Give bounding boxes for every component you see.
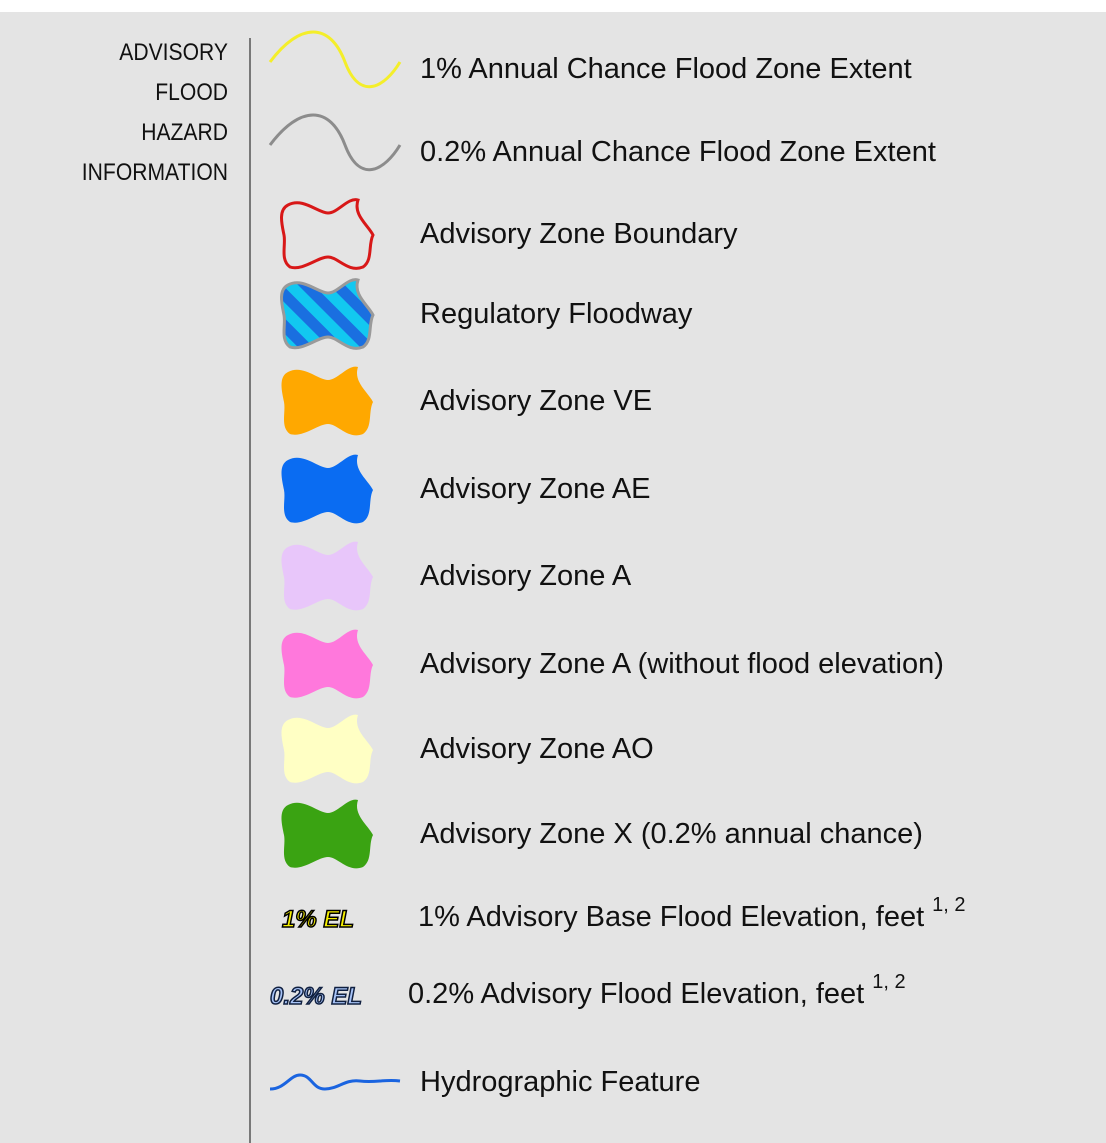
legend-background [0,12,1106,1143]
legend-label: Advisory Zone A [420,560,632,592]
zone-boundary-symbol [280,198,375,270]
legend-item: Hydrographic Feature [420,1066,700,1098]
line-symbol [268,30,402,89]
legend-heading: ADVISORY [119,39,228,66]
zone-symbol [281,629,373,699]
legend-item: 0.2% Annual Chance Flood Zone Extent [420,136,936,168]
legend-label: 0.2% Annual Chance Flood Zone Extent [420,136,936,168]
legend-label: Regulatory Floodway [420,298,693,330]
legend-item: Advisory Zone VE [420,385,652,417]
legend-label: Advisory Zone AO [420,733,654,765]
legend-superscript: 1, 2 [932,894,965,916]
legend-heading: HAZARD [141,119,228,146]
legend-label: 0.2% Advisory Flood Elevation, feet [408,978,864,1010]
legend-item: Advisory Zone A [420,560,632,592]
elevation-symbol: 1% EL [282,906,354,933]
zone-symbol [281,714,373,784]
legend-label: Advisory Zone AE [420,473,651,505]
elevation-symbol: 0.2% EL [270,983,362,1010]
legend-label: Advisory Zone X (0.2% annual chance) [420,818,923,850]
legend-item: Advisory Zone AE [420,473,651,505]
legend-heading: INFORMATION [82,159,228,186]
legend-item: 1% Annual Chance Flood Zone Extent [420,53,912,85]
line-symbol [268,113,402,172]
legend-label: Advisory Zone VE [420,385,652,417]
legend-item: Advisory Zone Boundary [420,218,738,250]
floodway-symbol [280,278,375,350]
legend-superscript: 1, 2 [872,971,905,993]
legend-label: 1% Advisory Base Flood Elevation, feet [418,901,924,933]
legend-item: Advisory Zone A (without flood elevation… [420,648,944,680]
legend-item: Advisory Zone X (0.2% annual chance) [420,818,923,850]
hydro-symbol [269,1073,401,1091]
legend-label: Advisory Zone A (without flood elevation… [420,648,944,680]
legend-item: 0.2% Advisory Flood Elevation, feet 1, 2 [408,971,906,1009]
zone-symbol [281,454,373,524]
zone-symbol [281,366,373,436]
legend-item: 1% Advisory Base Flood Elevation, feet 1,… [418,894,966,932]
zone-symbol [281,541,373,611]
legend-label: Advisory Zone Boundary [420,218,738,250]
legend-label: Hydrographic Feature [420,1066,700,1098]
legend-label: 1% Annual Chance Flood Zone Extent [420,53,912,85]
legend-item: Regulatory Floodway [420,298,693,330]
legend-item: Advisory Zone AO [420,733,654,765]
legend-heading: FLOOD [155,79,228,106]
zone-symbol [281,799,373,869]
